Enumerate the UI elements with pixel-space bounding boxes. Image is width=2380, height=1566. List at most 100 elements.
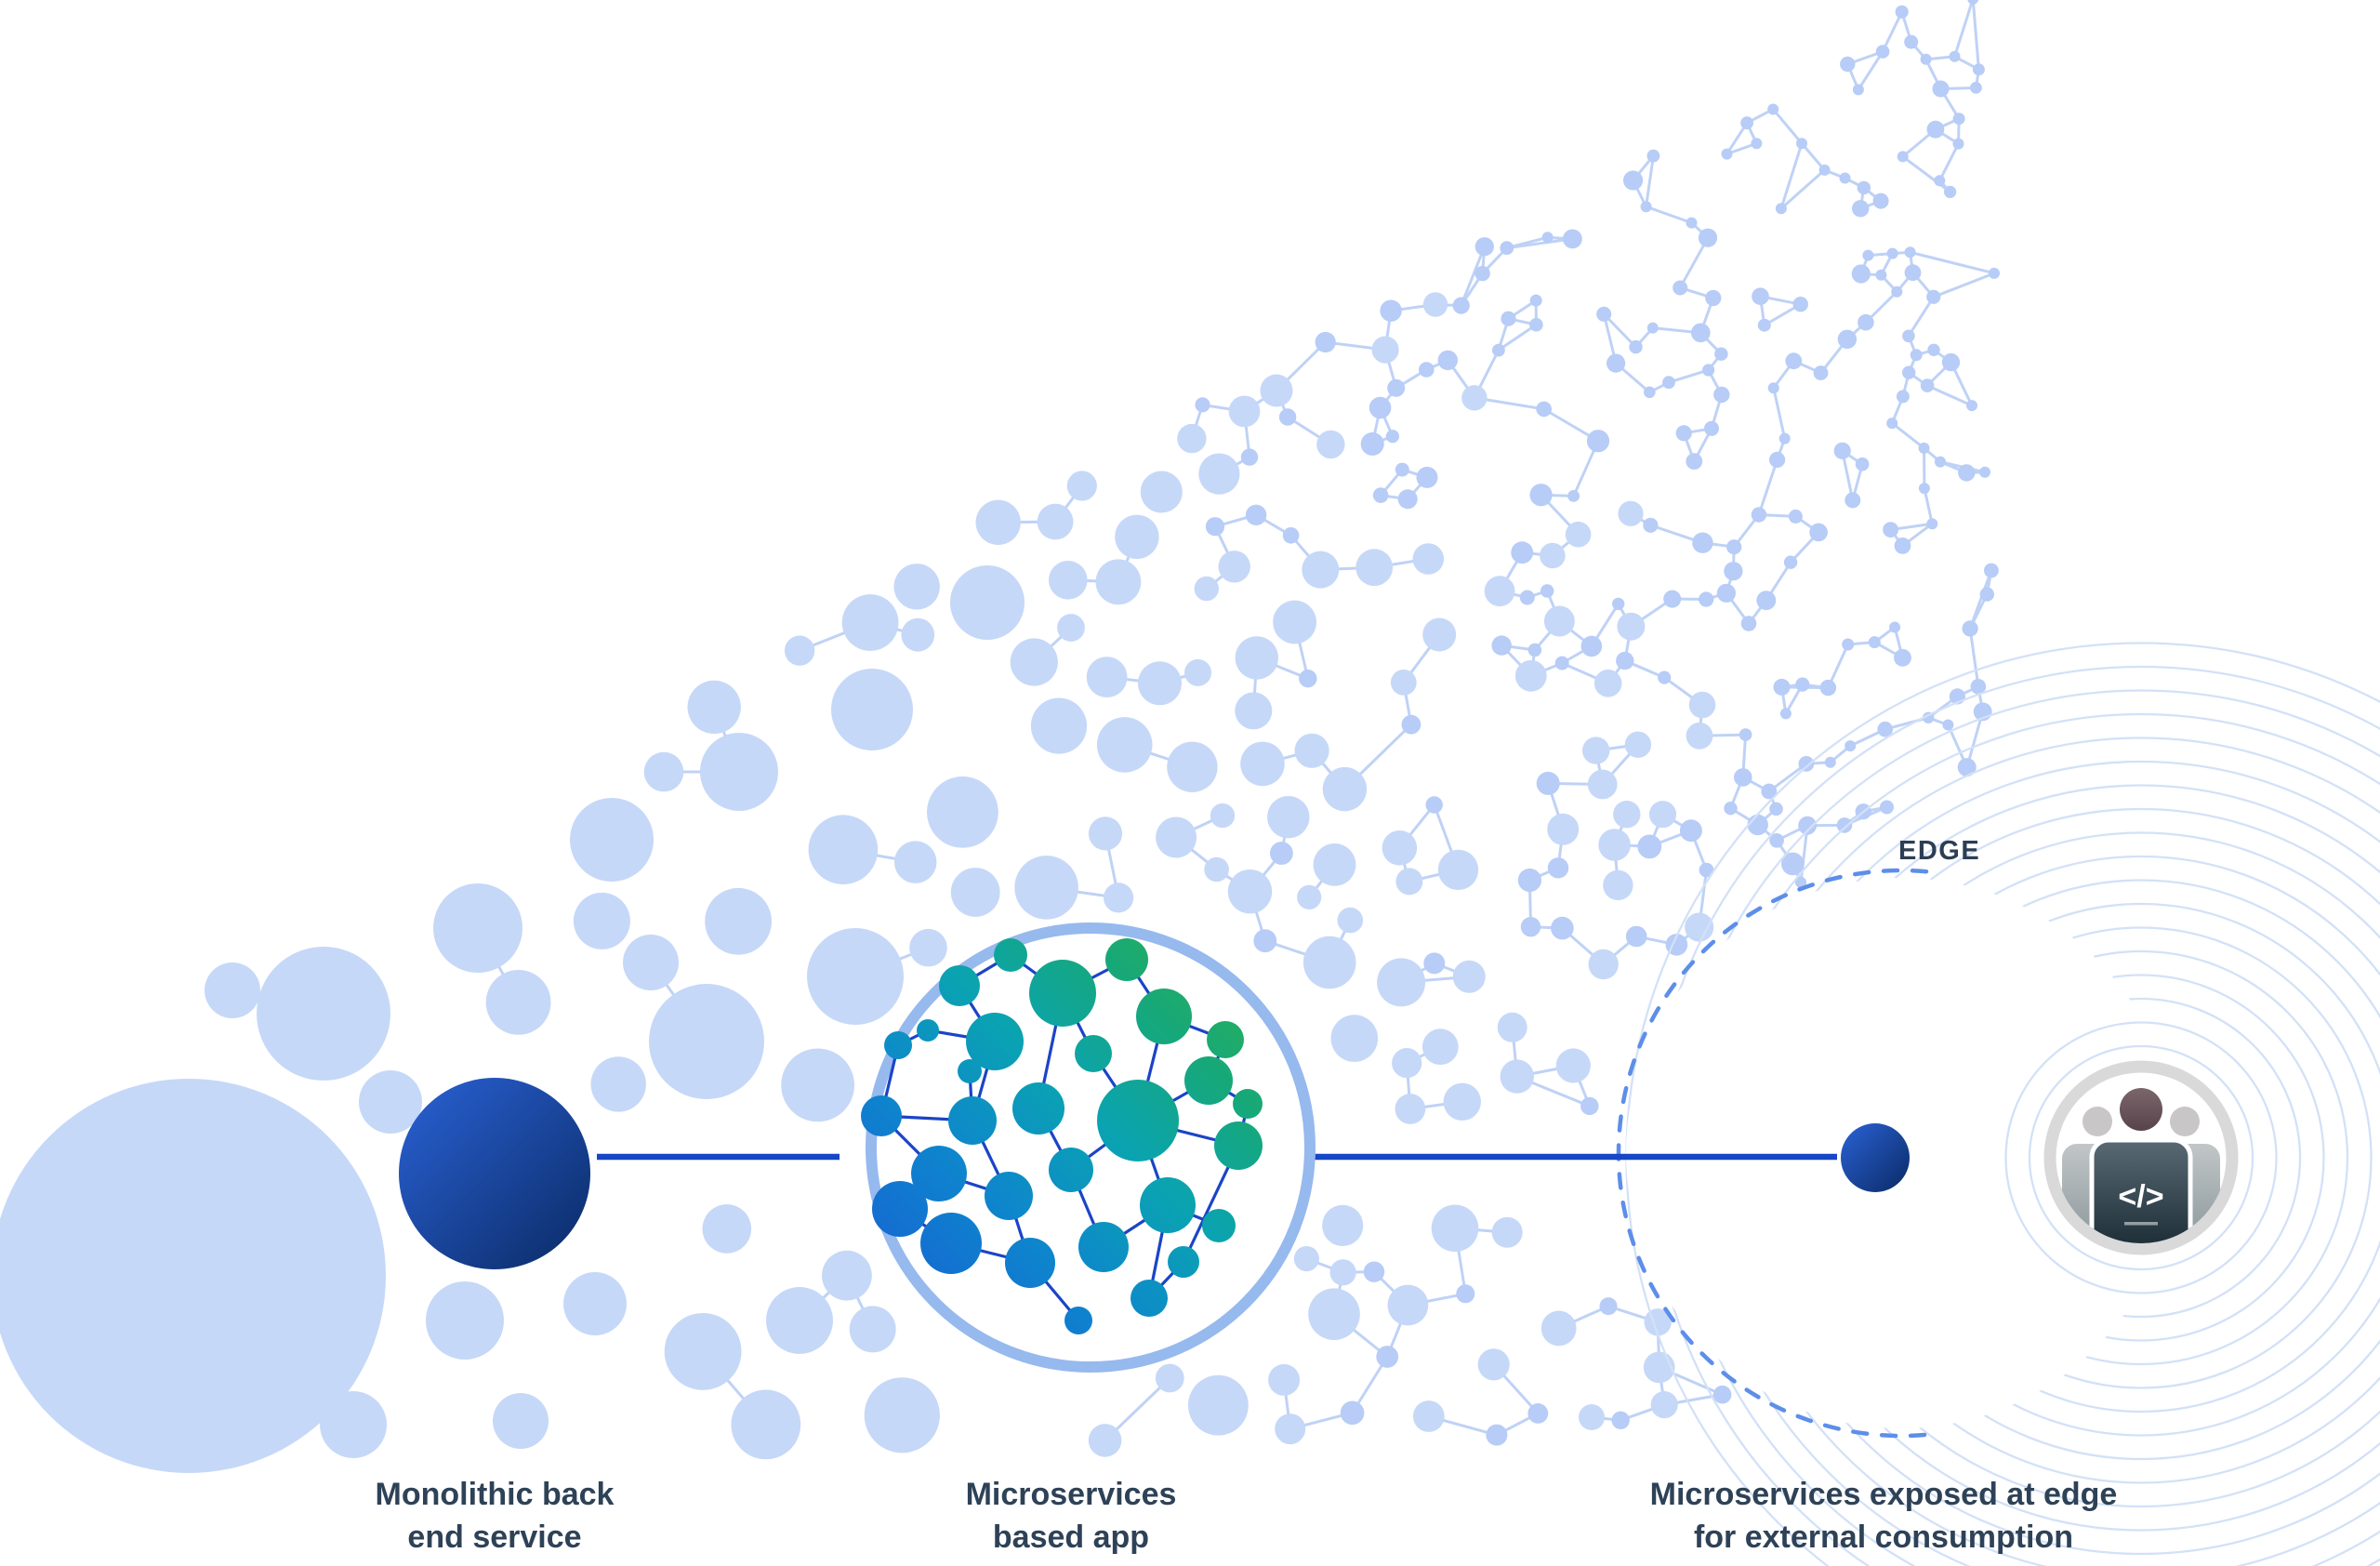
background-bubble bbox=[1210, 803, 1236, 829]
background-bubble bbox=[1679, 819, 1702, 843]
edge-zone-label: EDGE bbox=[1898, 836, 1981, 866]
background-bubble bbox=[1984, 563, 1999, 578]
background-link-line bbox=[1460, 246, 1487, 307]
background-link-line bbox=[1645, 155, 1655, 207]
background-bubble bbox=[1918, 442, 1930, 454]
background-bubble bbox=[1536, 771, 1560, 795]
background-bubble bbox=[1205, 517, 1225, 537]
background-bubble bbox=[1228, 395, 1261, 428]
background-bubble bbox=[1282, 527, 1300, 544]
background-bubble bbox=[1596, 306, 1612, 322]
background-bubble bbox=[1685, 912, 1714, 942]
background-bubble bbox=[1886, 247, 1898, 259]
icon-underline bbox=[2124, 1222, 2158, 1226]
background-bubble bbox=[1580, 635, 1603, 657]
background-bubble bbox=[1322, 1204, 1364, 1246]
microservice-node bbox=[1184, 1056, 1233, 1105]
background-bubble bbox=[1030, 697, 1088, 754]
microservice-node bbox=[1130, 1280, 1168, 1317]
background-bubble bbox=[1712, 1385, 1732, 1404]
background-bubble bbox=[1606, 353, 1626, 373]
background-bubble bbox=[1461, 385, 1488, 411]
background-bubble bbox=[1270, 842, 1293, 865]
monolith-circle bbox=[399, 1078, 590, 1269]
background-bubble bbox=[205, 962, 260, 1018]
background-bubble bbox=[485, 970, 551, 1035]
background-bubble bbox=[1889, 621, 1901, 633]
background-bubble bbox=[1316, 430, 1345, 459]
microservice-node bbox=[884, 1031, 912, 1059]
ripple-circle bbox=[2004, 1021, 2278, 1294]
background-bubble bbox=[1734, 768, 1752, 787]
background-bubble bbox=[1875, 45, 1890, 59]
background-bubble bbox=[623, 935, 679, 990]
microservice-node bbox=[1136, 989, 1192, 1044]
background-bubble bbox=[1751, 507, 1767, 523]
microservice-node bbox=[1005, 1238, 1055, 1288]
background-bubble bbox=[1862, 249, 1874, 261]
background-link-line bbox=[1901, 155, 1951, 193]
background-bubble bbox=[1536, 401, 1552, 418]
edge-dashed-circle bbox=[1616, 868, 1929, 1439]
background-bubble bbox=[1275, 1413, 1306, 1445]
background-bubble bbox=[1714, 347, 1728, 361]
background-bubble bbox=[320, 1391, 387, 1458]
background-bubble bbox=[1527, 1403, 1549, 1424]
background-bubble bbox=[1066, 471, 1097, 501]
background-bubble bbox=[1833, 442, 1851, 459]
background-bubble bbox=[1115, 514, 1159, 559]
background-link-line bbox=[1891, 421, 1925, 450]
microservice-node bbox=[1140, 1177, 1196, 1233]
background-link-line bbox=[1923, 487, 1934, 524]
background-bubble bbox=[808, 815, 879, 884]
background-bubble bbox=[1412, 1400, 1445, 1432]
background-link-line bbox=[1881, 11, 1904, 53]
background-bubble bbox=[1395, 462, 1409, 477]
background-bubble bbox=[1970, 82, 1982, 94]
ripple-circle bbox=[1696, 712, 2380, 1566]
background-bubble bbox=[1385, 430, 1399, 444]
background-bubble bbox=[1477, 1348, 1510, 1381]
background-bubble bbox=[1554, 656, 1569, 670]
background-bubble bbox=[1989, 267, 2000, 279]
background-bubbles bbox=[205, 0, 2000, 1460]
background-bubble bbox=[1699, 591, 1714, 607]
background-bubble bbox=[1416, 466, 1438, 488]
background-bubble bbox=[1376, 1346, 1399, 1368]
background-bubble bbox=[1419, 362, 1435, 378]
background-bubble bbox=[1204, 856, 1229, 883]
background-bubble bbox=[1484, 576, 1515, 607]
background-bubble bbox=[1675, 425, 1692, 442]
background-bubble bbox=[1337, 907, 1364, 934]
background-bubble bbox=[1979, 466, 1990, 478]
background-bubble bbox=[1868, 636, 1881, 649]
background-bubble bbox=[1926, 120, 1945, 139]
microservice-node bbox=[1029, 960, 1096, 1027]
background-bubble bbox=[1958, 464, 1976, 482]
background-bubble bbox=[1340, 1400, 1365, 1426]
background-bubble bbox=[781, 1048, 854, 1122]
background-bubble bbox=[705, 887, 772, 955]
background-bubble bbox=[1565, 521, 1592, 548]
background-bubble bbox=[1875, 269, 1887, 281]
background-bubble bbox=[1756, 591, 1777, 610]
background-bubble bbox=[1883, 522, 1898, 537]
background-bubble bbox=[1540, 584, 1554, 598]
background-bubble bbox=[1294, 733, 1329, 768]
background-bubble bbox=[1382, 830, 1418, 866]
center-person-head bbox=[2120, 1088, 2162, 1131]
background-link-line bbox=[1772, 387, 1787, 439]
background-bubble bbox=[1497, 1012, 1527, 1042]
background-bubble bbox=[1014, 856, 1078, 920]
background-bubble bbox=[257, 947, 390, 1081]
background-bubble bbox=[1198, 453, 1240, 495]
background-bubble bbox=[950, 868, 1000, 917]
background-bubble bbox=[1315, 331, 1336, 353]
background-bubble bbox=[1705, 289, 1722, 307]
background-bubble bbox=[1474, 237, 1494, 257]
background-bubble bbox=[1586, 430, 1610, 453]
background-bubble bbox=[1970, 679, 1987, 695]
background-bubble bbox=[1920, 378, 1935, 392]
background-bubble bbox=[1740, 616, 1757, 631]
background-bubble bbox=[1702, 364, 1715, 377]
